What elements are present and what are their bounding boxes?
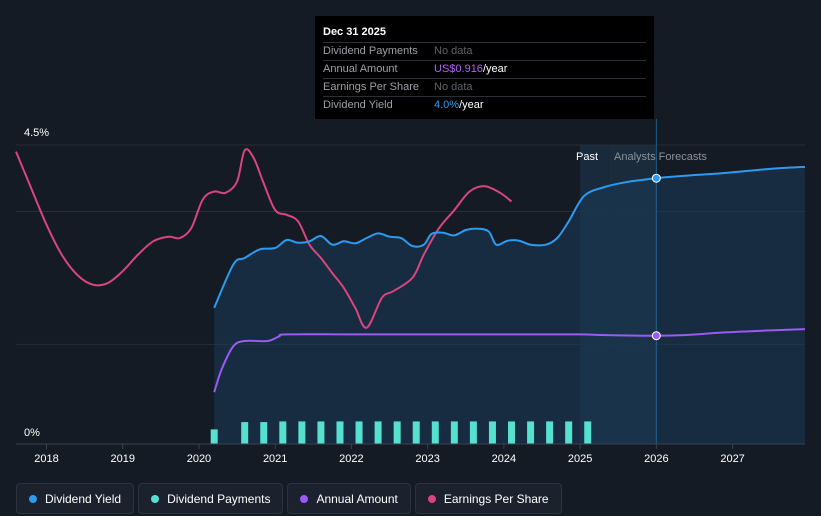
x-tick-label: 2027 (720, 453, 744, 465)
dividend-payment-bar (241, 422, 249, 444)
annual-amount-suffix: /year (482, 63, 508, 75)
x-tick-label: 2025 (568, 453, 592, 465)
dividend-yield-marker (651, 173, 661, 183)
y-tick-top: 4.5% (24, 127, 49, 139)
legend-label: Dividend Yield (45, 491, 122, 506)
tooltip-row-earnings-per-share: Earnings Per Share No data (323, 78, 646, 96)
dividend-payment-bar (508, 421, 516, 444)
tooltip-row-dividend-yield: Dividend Yield 4.0%/year (323, 96, 646, 114)
legend-label: Dividend Payments (167, 491, 271, 506)
dividend-yield-area (214, 166, 805, 444)
dividend-payment-bar (317, 421, 325, 444)
x-tick-label: 2018 (34, 453, 58, 465)
tooltip-date: Dec 31 2025 (323, 26, 386, 38)
dividend-yield-suffix: /year (459, 99, 484, 111)
annual-amount-line (213, 328, 806, 393)
tooltip-value: 4.0%/year (434, 97, 484, 114)
x-tick-label: 2021 (263, 453, 287, 465)
tooltip-label: Dividend Yield (323, 99, 393, 111)
legend-label: Annual Amount (316, 491, 398, 506)
dividend-payment-bar (488, 421, 496, 444)
dividend-payments-dot-icon (151, 494, 160, 503)
annual-amount-marker (651, 331, 661, 341)
dividend-yield-value: 4.0% (434, 99, 460, 111)
dividend-payment-bar (565, 421, 573, 444)
dividend-payment-bar (431, 421, 439, 444)
annual-amount-value: US$0.916 (434, 63, 483, 75)
dividend-payment-bar (584, 421, 592, 444)
dividend-payment-bar (450, 421, 458, 444)
dividend-yield-dot-icon (29, 494, 37, 503)
tooltip-value: No data (434, 81, 473, 93)
x-tick-label: 2019 (110, 453, 134, 465)
x-tick-label: 2024 (492, 453, 516, 465)
x-tick-label: 2020 (187, 453, 211, 465)
x-tick-label: 2023 (415, 453, 439, 465)
tooltip-label: Annual Amount (323, 63, 398, 75)
dividend-yield-line (213, 165, 806, 309)
dividend-payment-bar (355, 421, 363, 444)
dividend-payment-bar (260, 422, 268, 444)
forecast-label: Analysts Forecasts (614, 151, 707, 163)
dividend-payment-bar (298, 421, 306, 444)
earnings-per-share-line (15, 148, 513, 329)
x-axis-ticks: 2018 2019 2020 2021 2022 2023 2024 2025 2026 2027 (34, 444, 745, 465)
tooltip-row-dividend-payments: Dividend Payments No data (323, 42, 646, 60)
dividend-payment-bar (210, 429, 218, 444)
tooltip: Dec 31 2025 Dividend Payments No data An… (315, 16, 654, 119)
tooltip-row-annual-amount: Annual Amount US$0.916/year (323, 60, 646, 78)
legend: Dividend Yield Dividend Payments Annual … (16, 483, 562, 515)
dividend-payment-bars (210, 421, 592, 444)
dividend-payment-bar (469, 421, 477, 444)
tooltip-value: No data (434, 45, 473, 57)
dividend-payment-bar (336, 421, 344, 444)
legend-dividend-payments[interactable]: Dividend Payments (138, 483, 284, 514)
tooltip-label: Dividend Payments (323, 45, 418, 57)
dividend-payment-bar (393, 421, 401, 444)
past-label: Past (576, 151, 598, 163)
x-tick-label: 2022 (339, 453, 363, 465)
dividend-payment-bar (279, 421, 287, 444)
legend-annual-amount[interactable]: Annual Amount (287, 483, 411, 514)
dividend-chart: 2018 2019 2020 2021 2022 2023 2024 2025 2026 2027… (15, 119, 806, 465)
earnings-per-share-dot-icon (427, 494, 436, 503)
tooltip-value: US$0.916/year (434, 61, 507, 78)
x-tick-label: 2026 (644, 453, 668, 465)
dividend-payment-bar (546, 421, 554, 444)
legend-dividend-yield[interactable]: Dividend Yield (16, 483, 135, 514)
dividend-payment-bar (412, 421, 420, 444)
y-tick-bottom: 0% (24, 427, 40, 439)
dividend-payment-bar (527, 421, 535, 444)
tooltip-label: Earnings Per Share (323, 81, 419, 93)
annual-amount-dot-icon (300, 494, 309, 503)
dividend-payment-bar (374, 421, 382, 444)
legend-label: Earnings Per Share (443, 491, 549, 506)
legend-earnings-per-share[interactable]: Earnings Per Share (414, 483, 562, 514)
